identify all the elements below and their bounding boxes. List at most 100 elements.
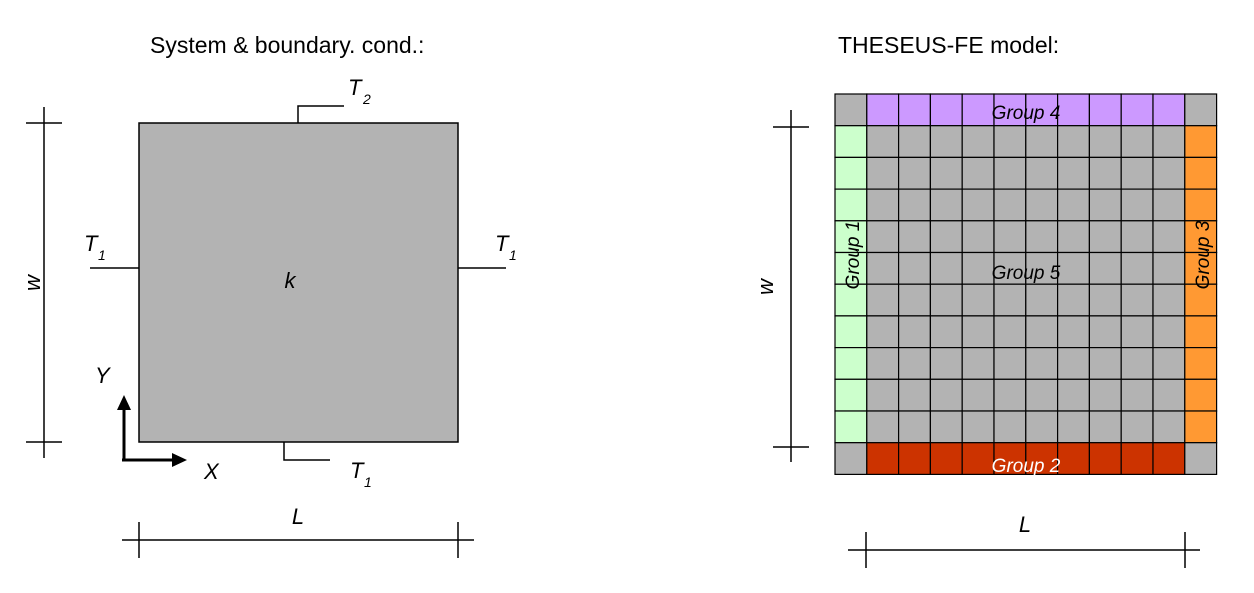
mesh-cell-group-5 (993, 220, 1027, 254)
mesh-cell-group-5 (897, 315, 931, 349)
mesh-cell-group-3 (1184, 378, 1218, 412)
mesh-cell-corner (1184, 442, 1218, 476)
mesh-cell-group-5 (929, 156, 963, 190)
mesh-cell-group-5 (1056, 188, 1090, 222)
mesh-cell-group-5 (993, 378, 1027, 412)
mesh-cell-group-5 (1120, 188, 1154, 222)
mesh-cell-group-5 (1088, 347, 1122, 380)
mesh-cell-group-5 (929, 188, 963, 222)
mesh-cell-group-5 (993, 251, 1027, 285)
mesh-cell-group-5 (1152, 410, 1186, 444)
mesh-cell-group-5 (993, 410, 1027, 444)
mesh-cell-group-2 (1088, 442, 1122, 476)
mesh-cell-group-5 (1056, 283, 1090, 317)
conductivity-label: k (285, 268, 297, 293)
mesh-cell-group-5 (866, 410, 900, 444)
top-bc-label: T (348, 75, 363, 100)
mesh-cell-group-5 (961, 125, 995, 158)
group-1-label: Group 1 (843, 221, 864, 290)
mesh-cell-group-5 (929, 410, 963, 444)
mesh-width-dimension-label: L (1019, 512, 1031, 537)
top-bc-leader (297, 105, 344, 123)
mesh-cell-group-2 (1152, 442, 1186, 476)
bottom-bc-subscript: 1 (364, 474, 372, 490)
mesh-cell-group-3 (1184, 283, 1218, 317)
bottom-bc-label: T (350, 458, 365, 483)
mesh-cell-group-5 (929, 315, 963, 349)
mesh-cell-group-5 (866, 156, 900, 190)
mesh-cell-group-5 (1088, 188, 1122, 222)
mesh-cell-group-5 (1088, 378, 1122, 412)
mesh-cell-group-1 (834, 251, 868, 285)
mesh-cell-group-5 (961, 156, 995, 190)
mesh-cell-group-5 (1152, 283, 1186, 317)
mesh-cell-group-5 (1056, 410, 1090, 444)
mesh-cell-group-5 (1025, 125, 1059, 158)
mesh-cell-group-5 (1120, 283, 1154, 317)
mesh-cell-group-5 (897, 251, 931, 285)
mesh-cell-group-3 (1184, 125, 1218, 158)
mesh-cell-group-4 (897, 93, 931, 127)
mesh-cell-group-3 (1184, 347, 1218, 380)
mesh-cell-group-5 (866, 315, 900, 349)
mesh-cell-group-5 (993, 188, 1027, 222)
right-bc-subscript: 1 (509, 247, 517, 263)
mesh-cell-group-5 (1056, 315, 1090, 349)
mesh-cell-group-2 (1025, 442, 1059, 476)
width-dimension: L (122, 504, 474, 558)
mesh-cell-group-4 (1120, 93, 1154, 127)
mesh-cell-group-5 (897, 347, 931, 380)
fe-mesh (834, 93, 1218, 476)
mesh-cell-group-5 (897, 220, 931, 254)
mesh-cell-group-5 (1056, 220, 1090, 254)
mesh-cell-group-5 (1088, 220, 1122, 254)
mesh-cell-corner (834, 93, 868, 127)
mesh-cell-group-4 (866, 93, 900, 127)
mesh-cell-group-5 (1152, 188, 1186, 222)
mesh-cell-group-5 (866, 251, 900, 285)
mesh-cell-group-5 (897, 188, 931, 222)
mesh-cell-group-1 (834, 188, 868, 222)
mesh-cell-group-5 (1152, 156, 1186, 190)
mesh-cell-group-5 (1120, 347, 1154, 380)
mesh-cell-group-5 (866, 347, 900, 380)
mesh-cell-group-5 (1025, 156, 1059, 190)
mesh-cell-group-5 (1025, 283, 1059, 317)
mesh-cell-group-5 (929, 220, 963, 254)
mesh-cell-group-5 (961, 315, 995, 349)
right-bc-label: T (495, 231, 510, 256)
mesh-cell-group-5 (866, 188, 900, 222)
mesh-cell-group-3 (1184, 251, 1218, 285)
mesh-cell-group-5 (1120, 125, 1154, 158)
mesh-cell-group-3 (1184, 156, 1218, 190)
top-bc-subscript: 2 (362, 91, 371, 107)
mesh-cell-group-1 (834, 347, 868, 380)
mesh-cell-group-5 (1120, 378, 1154, 412)
mesh-cell-group-2 (929, 442, 963, 476)
left-panel-title: System & boundary. cond.: (150, 32, 424, 58)
mesh-cell-group-4 (1152, 93, 1186, 127)
mesh-cell-group-5 (1025, 410, 1059, 444)
mesh-cell-group-5 (993, 347, 1027, 380)
mesh-cell-group-5 (993, 156, 1027, 190)
mesh-cell-group-1 (834, 156, 868, 190)
mesh-cell-group-5 (1025, 220, 1059, 254)
mesh-cell-group-2 (897, 442, 931, 476)
mesh-cell-group-5 (929, 251, 963, 285)
bottom-boundary-condition: T 1 (283, 442, 372, 490)
mesh-cell-group-5 (866, 125, 900, 158)
mesh-cell-group-5 (1056, 347, 1090, 380)
mesh-cell-group-5 (1088, 156, 1122, 190)
mesh-cell-group-5 (897, 378, 931, 412)
mesh-cell-group-5 (1025, 188, 1059, 222)
mesh-cell-group-4 (1056, 93, 1090, 127)
mesh-cell-group-5 (1152, 125, 1186, 158)
mesh-cell-group-5 (1120, 156, 1154, 190)
mesh-cell-group-5 (1152, 347, 1186, 380)
top-boundary-condition: T 2 (297, 75, 371, 123)
x-axis-arrowhead (172, 453, 187, 467)
mesh-cell-group-5 (1056, 156, 1090, 190)
right-boundary-condition: T 1 (458, 231, 517, 269)
mesh-height-dimension-label: w (753, 277, 778, 295)
mesh-cell-group-4 (1088, 93, 1122, 127)
